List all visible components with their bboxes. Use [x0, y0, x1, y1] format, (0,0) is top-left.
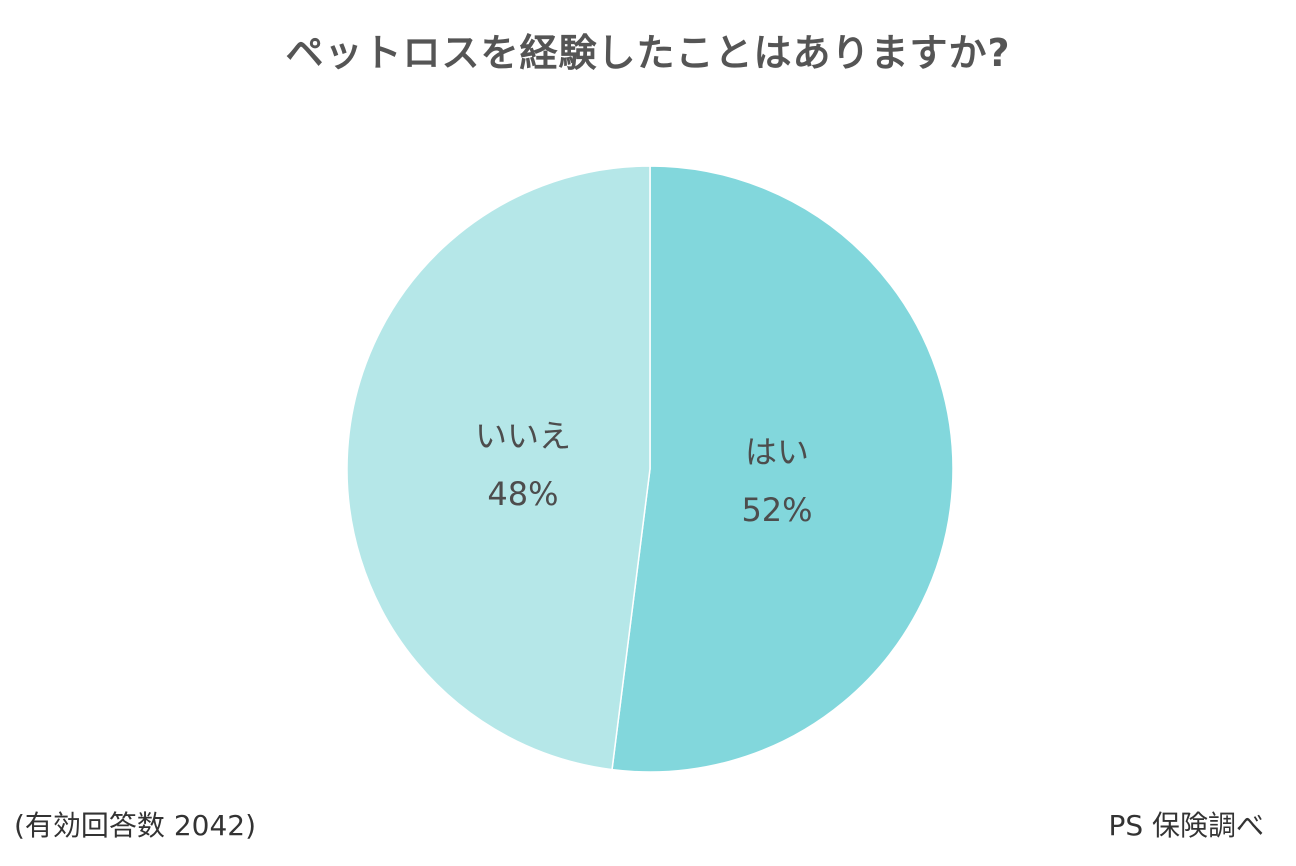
slice-label-1: いいえ [475, 417, 571, 455]
sample-size-note: (有効回答数 2042) [14, 809, 257, 842]
pie-labels: はい 52% いいえ 48% [475, 417, 813, 529]
slice-value-label-1: 48% [487, 475, 558, 513]
pie-slice-1 [346, 165, 651, 771]
source-note: PS 保険調べ [1108, 809, 1264, 842]
chart-title: ペットロスを経験したことはありますか? [285, 31, 1011, 75]
pie-slice-0 [611, 165, 954, 773]
pie-slices [346, 165, 954, 773]
slice-value-label-0: 52% [741, 491, 812, 529]
slice-label-0: はい [745, 433, 809, 471]
